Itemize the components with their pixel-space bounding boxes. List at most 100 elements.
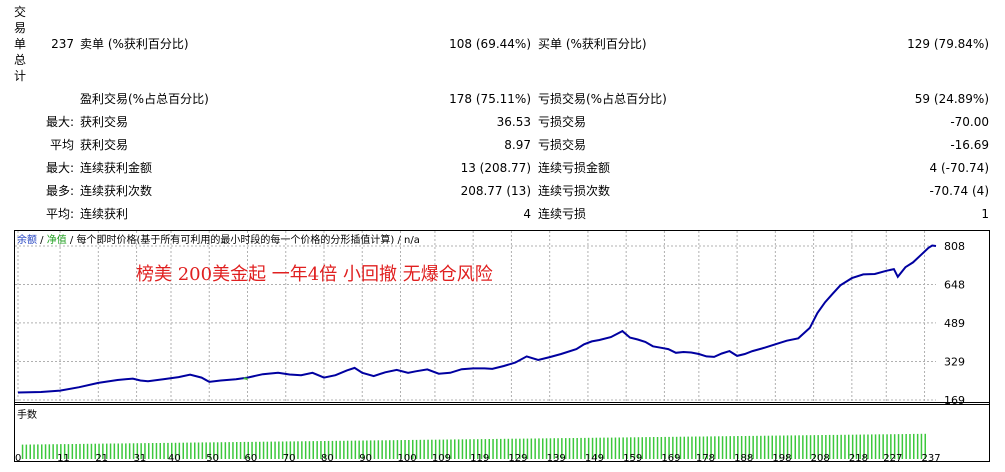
lot-bar <box>178 442 181 459</box>
lot-bar <box>381 440 383 459</box>
lot-bar <box>301 441 303 459</box>
lot-bar <box>67 444 70 459</box>
value: 4 (-70.74) <box>929 161 990 175</box>
row-prefix: 平均: <box>45 207 74 221</box>
lot-bar <box>262 441 265 459</box>
lot-bar <box>454 439 456 459</box>
lot-bar <box>366 440 368 459</box>
lot-bar <box>886 434 888 459</box>
lot-bar <box>186 442 188 459</box>
lot-bar <box>389 440 391 459</box>
x-axis-ticks: 0 11 21 31 40 50 60 70 80 90 100 109 119 129 139 149 159… <box>15 453 941 462</box>
lot-bar <box>698 436 701 459</box>
lot-bar <box>798 435 800 459</box>
lot-bar <box>469 439 471 459</box>
lot-bar <box>159 443 161 459</box>
lot-bar <box>247 441 249 459</box>
lot-bar <box>553 438 555 459</box>
lot-bar <box>213 442 215 459</box>
x-tick-label: 237 <box>922 453 941 462</box>
summary-row-sell-buy: 237 卖单 (%获利百分比) 108 (69.44%) 买单 (%获利百分比)… <box>0 34 1005 54</box>
lot-bar <box>48 444 51 459</box>
lot-bar <box>392 440 395 459</box>
lot-bar <box>205 442 207 459</box>
lots-bars <box>21 433 926 459</box>
y-tick-label: 169 <box>944 394 965 407</box>
label: 买单 (%获利百分比) <box>538 37 647 51</box>
lot-bar <box>457 439 460 459</box>
lot-bar <box>897 434 900 459</box>
x-tick-label: 40 <box>168 453 181 462</box>
lot-bar <box>545 438 548 459</box>
lot-bar <box>557 438 559 459</box>
lot-bar <box>63 444 66 459</box>
lot-bar <box>909 434 911 459</box>
lot-bar <box>480 439 483 459</box>
value: 108 (69.44%) <box>449 37 531 51</box>
chart-frame <box>14 230 990 462</box>
lot-bar <box>362 440 364 459</box>
lot-bar <box>913 433 915 459</box>
lot-bar <box>220 442 223 459</box>
lot-bar <box>255 441 257 459</box>
lot-bar <box>171 442 173 459</box>
lot-bar <box>373 440 376 459</box>
lot-bar <box>568 438 571 459</box>
lot-bar <box>492 439 494 459</box>
lot-bar <box>683 436 685 459</box>
lot-bar <box>610 437 613 459</box>
lot-bar <box>519 438 521 459</box>
lot-bar <box>779 435 781 459</box>
x-tick-label: 70 <box>283 453 296 462</box>
lot-bar <box>477 439 479 459</box>
lot-bar <box>289 441 292 459</box>
value: 59 (24.89%) <box>914 92 989 106</box>
label: 连续获利 <box>80 207 129 221</box>
lot-bar <box>25 444 28 459</box>
lot-bar <box>565 438 567 459</box>
lot-bar <box>836 434 839 459</box>
lot-bar <box>350 440 353 459</box>
lot-bar <box>148 443 150 459</box>
label: 连续获利金额 <box>80 161 153 175</box>
lot-bar <box>664 436 666 459</box>
lot-bar <box>656 437 659 459</box>
lot-bar <box>125 443 127 459</box>
lot-bar <box>33 444 35 459</box>
x-tick-label: 90 <box>359 453 372 462</box>
lot-bar <box>339 440 341 459</box>
lot-bar <box>534 438 536 459</box>
lot-bar <box>622 437 624 459</box>
summary-row-avg-trade: 平均 获利交易 8.97 亏损交易 -16.69 <box>0 135 1005 155</box>
lot-bar <box>83 443 85 459</box>
lot-bar <box>802 435 804 459</box>
legend-description: / 每个即时价格(基于所有可利用的最小时段的每一个价格的分形插值计算) / n/… <box>67 233 420 246</box>
lot-bar <box>576 438 578 459</box>
lot-bar <box>817 435 819 459</box>
lot-bar <box>427 439 429 459</box>
value: -70.00 <box>950 115 989 129</box>
lot-bar <box>813 435 816 459</box>
lot-bar <box>706 436 708 459</box>
lot-bar <box>140 443 142 459</box>
lot-bar <box>526 438 529 459</box>
lot-bar <box>297 441 299 459</box>
label: 亏损交易 <box>538 138 587 152</box>
value: 13 (208.77) <box>460 161 531 175</box>
value: 208.77 (13) <box>460 184 531 198</box>
lot-bar <box>431 439 433 459</box>
summary-row-max-trade: 最大: 获利交易 36.53 亏损交易 -70.00 <box>0 112 1005 132</box>
lot-bar <box>500 438 502 459</box>
x-tick-label: 31 <box>134 453 147 462</box>
balance-series-line <box>17 244 937 394</box>
lot-bar <box>626 437 628 459</box>
x-tick-label: 159 <box>623 453 642 462</box>
lot-bar <box>354 440 357 459</box>
lot-bar <box>56 444 58 459</box>
lot-bar <box>113 443 116 459</box>
lot-bar <box>507 438 510 459</box>
lot-bar <box>775 435 777 459</box>
x-tick-label: 50 <box>206 453 219 462</box>
lot-bar <box>871 434 873 459</box>
lot-bar <box>293 441 295 459</box>
